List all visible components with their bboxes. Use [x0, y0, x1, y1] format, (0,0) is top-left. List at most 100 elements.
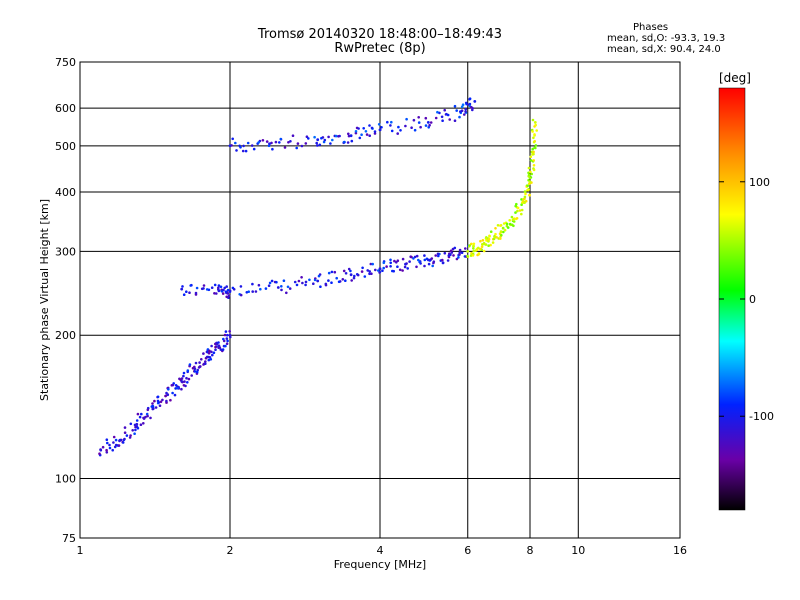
data-point: [406, 267, 410, 270]
data-point: [217, 286, 220, 290]
data-point: [280, 285, 283, 288]
data-point: [450, 251, 454, 254]
data-point: [461, 103, 465, 106]
data-point: [221, 292, 225, 295]
data-point: [208, 349, 211, 353]
data-point: [352, 276, 356, 280]
data-point: [111, 448, 114, 452]
data-point: [458, 115, 461, 119]
data-point: [225, 337, 229, 340]
colorbar-label: [deg]: [719, 71, 751, 85]
data-point: [161, 398, 164, 402]
data-point: [270, 279, 274, 283]
data-point: [426, 258, 430, 262]
data-point: [357, 127, 360, 130]
data-point: [267, 284, 271, 288]
data-point: [327, 135, 330, 139]
data-point: [403, 265, 407, 269]
data-point: [129, 434, 132, 437]
data-point: [532, 136, 535, 140]
data-point: [389, 265, 392, 268]
data-point: [185, 376, 188, 380]
data-point: [472, 247, 475, 250]
data-point: [173, 393, 177, 397]
data-point: [333, 270, 337, 274]
data-point: [452, 254, 455, 257]
data-point: [196, 368, 199, 372]
data-point: [370, 272, 373, 276]
data-point: [378, 271, 381, 274]
data-point: [532, 159, 535, 162]
data-point: [494, 227, 497, 230]
data-point: [520, 203, 523, 206]
y-tick-label: 600: [55, 102, 76, 115]
data-point: [518, 209, 522, 212]
data-point: [428, 123, 431, 127]
data-point: [316, 279, 320, 283]
data-point: [190, 374, 193, 377]
data-point: [108, 446, 112, 450]
data-point: [460, 251, 464, 254]
data-point: [365, 133, 369, 136]
data-point: [529, 159, 533, 162]
data-point: [215, 292, 218, 295]
data-point: [210, 344, 213, 348]
data-point: [344, 272, 348, 275]
data-point: [211, 353, 214, 357]
data-point: [129, 422, 133, 426]
data-point: [374, 268, 377, 272]
data-point: [188, 291, 191, 295]
data-point: [154, 406, 158, 409]
data-point: [219, 285, 223, 289]
data-point: [171, 391, 174, 395]
data-point: [156, 399, 160, 403]
data-point: [434, 254, 438, 257]
data-point: [194, 361, 198, 365]
data-point: [300, 276, 303, 279]
data-point: [426, 121, 430, 124]
data-point: [468, 97, 472, 100]
colorbar-ticks: 100 0 -100: [719, 176, 774, 423]
data-point: [135, 419, 139, 422]
data-point: [171, 383, 175, 387]
data-point: [252, 147, 256, 151]
data-point: [180, 387, 183, 391]
data-point: [362, 127, 366, 130]
data-point: [412, 118, 416, 122]
data-point: [228, 333, 232, 337]
data-point: [205, 355, 209, 359]
data-point: [446, 259, 450, 262]
data-point: [457, 256, 460, 259]
data-point: [166, 393, 170, 397]
data-point: [194, 291, 198, 295]
colorbar-tick-label: -100: [749, 410, 774, 423]
data-point: [278, 141, 281, 144]
data-point: [202, 352, 205, 355]
data-point: [524, 192, 527, 196]
data-point: [193, 367, 197, 371]
data-point: [223, 333, 227, 337]
data-point: [523, 190, 527, 193]
data-point: [481, 239, 485, 242]
data-point: [437, 254, 440, 258]
data-point: [427, 126, 431, 129]
data-point: [515, 202, 518, 206]
data-point: [221, 348, 225, 351]
stats-x-mode: mean, sd,X: 90.4, 24.0: [607, 44, 721, 55]
y-tick-label: 100: [55, 473, 76, 486]
data-point: [293, 280, 297, 284]
y-tick-label: 500: [55, 140, 76, 153]
data-point: [307, 137, 310, 140]
data-point: [413, 128, 417, 132]
data-point: [412, 257, 415, 260]
data-point: [440, 115, 444, 119]
data-point: [354, 130, 358, 133]
data-point: [286, 285, 290, 289]
data-point: [349, 134, 353, 138]
data-point: [396, 259, 400, 263]
data-point: [503, 228, 507, 232]
data-point: [212, 351, 216, 355]
data-point: [380, 126, 383, 129]
data-point: [282, 279, 286, 283]
data-point: [296, 142, 300, 145]
